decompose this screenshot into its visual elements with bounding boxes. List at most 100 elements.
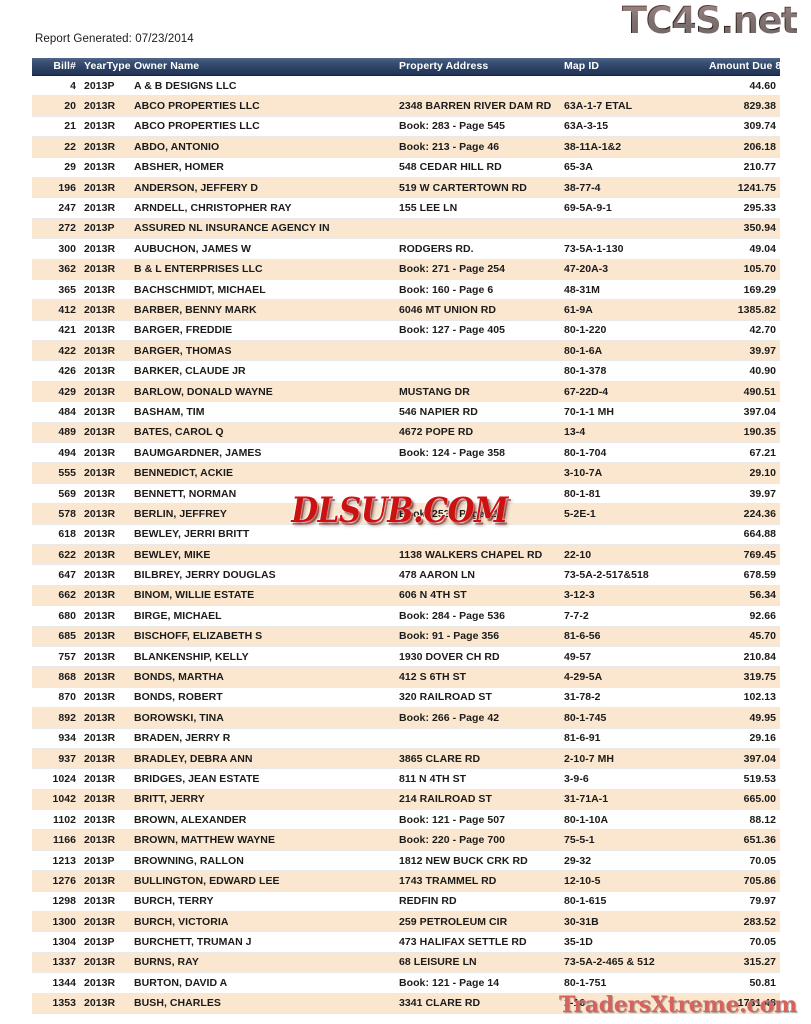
cell-amount: 70.05 (705, 850, 780, 872)
table-row[interactable]: 1298 2013R BURCH, TERRY REDFIN RD 80-1-615 79… (32, 891, 780, 913)
table-row[interactable]: 484 2013R BASHAM, TIM 546 NAPIER RD 70-1-1 M… (32, 401, 780, 423)
column-header-address[interactable]: Property Address (395, 58, 560, 76)
table-row[interactable]: 422 2013R BARGER, THOMAS 80-1-6A 39.97 (32, 340, 780, 362)
cell-bill: 426 (32, 360, 80, 382)
cell-amount: 56.34 (705, 585, 780, 607)
cell-owner: BEWLEY, MIKE (130, 544, 395, 566)
cell-yeartype: 2013R (80, 360, 130, 382)
cell-owner: BENNEDICT, ACKIE (130, 462, 395, 484)
table-row[interactable]: 272 2013P ASSURED NL INSURANCE AGENCY IN 35… (32, 218, 780, 240)
table-row[interactable]: 685 2013R BISCHOFF, ELIZABETH S Book: 91 - … (32, 626, 780, 647)
table-row[interactable]: 937 2013R BRADLEY, DEBRA ANN 3865 CLARE RD 2… (32, 748, 780, 770)
cell-amount: 44.60 (705, 75, 780, 97)
table-row[interactable]: 22 2013R ABDO, ANTONIO Book: 213 - Page 46 3… (32, 136, 780, 158)
table-row[interactable]: 196 2013R ANDERSON, JEFFERY D 519 W CARTERT… (32, 177, 780, 199)
table-row[interactable]: 870 2013R BONDS, ROBERT 320 RAILROAD ST 31-7… (32, 687, 780, 709)
cell-owner: ABSHER, HOMER (130, 157, 395, 178)
table-row[interactable]: 1353 2013R BUSH, CHARLES 3341 CLARE RD 2-16 1… (32, 993, 780, 1014)
cell-amount: 40.90 (705, 360, 780, 382)
cell-mapid: 38-11A-1&2 (560, 136, 705, 158)
table-row[interactable]: 1344 2013R BURTON, DAVID A Book: 121 - Page… (32, 972, 780, 994)
table-row[interactable]: 934 2013R BRADEN, JERRY R 81-6-91 29.16 (32, 728, 780, 749)
cell-yeartype: 2013R (80, 401, 130, 423)
cell-bill: 647 (32, 564, 80, 586)
cell-mapid: 73-5A-1-130 (560, 238, 705, 260)
cell-yeartype: 2013R (80, 952, 130, 974)
table-row[interactable]: 622 2013R BEWLEY, MIKE 1138 WALKERS CHAPEL … (32, 544, 780, 566)
cell-owner: BUSH, CHARLES (130, 993, 395, 1014)
table-row[interactable]: 21 2013R ABCO PROPERTIES LLC Book: 283 - Pa… (32, 116, 780, 138)
table-row[interactable]: 757 2013R BLANKENSHIP, KELLY 1930 DOVER CH … (32, 646, 780, 668)
cell-yeartype: 2013R (80, 177, 130, 199)
column-header-yeartype[interactable]: YearType (80, 58, 131, 76)
cell-address: Book: 160 - Page 6 (395, 279, 560, 301)
cell-amount: 283.52 (705, 911, 780, 933)
table-row[interactable]: 362 2013R B & L ENTERPRISES LLC Book: 271 -… (32, 259, 780, 280)
cell-mapid: 48-31M (560, 279, 705, 301)
cell-mapid: 29-32 (560, 850, 705, 872)
table-row[interactable]: 4 2013P A & B DESIGNS LLC 44.60 (32, 75, 780, 97)
table-row[interactable]: 1337 2013R BURNS, RAY 68 LEISURE LN 73-5A-2-… (32, 952, 780, 974)
table-row[interactable]: 247 2013R ARNDELL, CHRISTOPHER RAY 155 LEE … (32, 197, 780, 219)
report-generated-label: Report Generated: 07/23/2014 (35, 33, 194, 45)
table-row[interactable]: 426 2013R BARKER, CLAUDE JR 80-1-378 40.90 (32, 360, 780, 382)
table-row[interactable]: 555 2013R BENNEDICT, ACKIE 3-10-7A 29.10 (32, 462, 780, 484)
cell-mapid: 81-6-91 (560, 728, 705, 749)
table-row[interactable]: 494 2013R BAUMGARDNER, JAMES Book: 124 - Pa… (32, 442, 780, 464)
cell-mapid: 80-1-615 (560, 891, 705, 913)
table-row[interactable]: 1166 2013R BROWN, MATTHEW WAYNE Book: 220 -… (32, 829, 780, 851)
table-row[interactable]: 365 2013R BACHSCHMIDT, MICHAEL Book: 160 - … (32, 279, 780, 301)
table-row[interactable]: 489 2013R BATES, CAROL Q 4672 POPE RD 13-4 19… (32, 422, 780, 444)
cell-owner: BARLOW, DONALD WAYNE (130, 381, 395, 403)
table-row[interactable]: 421 2013R BARGER, FREDDIE Book: 127 - Page … (32, 320, 780, 342)
table-row[interactable]: 1042 2013R BRITT, JERRY 214 RAILROAD ST 31-7… (32, 789, 780, 811)
cell-amount: 79.97 (705, 891, 780, 913)
table-row[interactable]: 29 2013R ABSHER, HOMER 548 CEDAR HILL RD 65-… (32, 157, 780, 178)
table-row[interactable]: 1304 2013P BURCHETT, TRUMAN J 473 HALIFAX S… (32, 931, 780, 953)
cell-amount: 490.51 (705, 381, 780, 403)
cell-yeartype: 2013R (80, 299, 130, 321)
cell-yeartype: 2013R (80, 707, 130, 729)
cell-owner: BARGER, THOMAS (130, 340, 395, 362)
cell-address: 1930 DOVER CH RD (395, 646, 560, 668)
cell-address: REDFIN RD (395, 891, 560, 913)
cell-amount: 102.13 (705, 687, 780, 709)
table-row[interactable]: 412 2013R BARBER, BENNY MARK 6046 MT UNION … (32, 299, 780, 321)
column-header-mapid[interactable]: Map ID (560, 58, 705, 76)
table-row[interactable]: 868 2013R BONDS, MARTHA 412 S 6TH ST 4-29-5A… (32, 666, 780, 688)
table-row[interactable]: 892 2013R BOROWSKI, TINA Book: 266 - Page 4… (32, 707, 780, 729)
cell-yeartype: 2013R (80, 972, 130, 994)
cell-amount: 769.45 (705, 544, 780, 566)
cell-owner: BAUMGARDNER, JAMES (130, 442, 395, 464)
cell-owner: BOROWSKI, TINA (130, 707, 395, 729)
column-header-amount[interactable]: Amount Due 8/21/2014 (705, 58, 811, 76)
cell-bill: 662 (32, 585, 80, 607)
table-row[interactable]: 569 2013R BENNETT, NORMAN 80-1-81 39.97 (32, 483, 780, 505)
table-row[interactable]: 618 2013R BEWLEY, JERRI BRITT 664.88 (32, 524, 780, 545)
cell-owner: BERLIN, JEFFREY (130, 503, 395, 525)
table-row[interactable]: 680 2013R BIRGE, MICHAEL Book: 284 - Page 5… (32, 605, 780, 627)
cell-address: 2348 BARREN RIVER DAM RD (395, 95, 560, 117)
table-row[interactable]: 429 2013R BARLOW, DONALD WAYNE MUSTANG DR 67… (32, 381, 780, 403)
table-row[interactable]: 1300 2013R BURCH, VICTORIA 259 PETROLEUM CI… (32, 911, 780, 933)
column-header-owner[interactable]: Owner Name (130, 58, 395, 76)
table-row[interactable]: 647 2013R BILBREY, JERRY DOUGLAS 478 AARON … (32, 564, 780, 586)
cell-mapid: 63A-1-7 ETAL (560, 95, 705, 117)
table-row[interactable]: 20 2013R ABCO PROPERTIES LLC 2348 BARREN RI… (32, 95, 780, 117)
cell-address: 155 LEE LN (395, 197, 560, 219)
cell-mapid: 80-1-81 (560, 483, 705, 505)
cell-owner: BILBREY, JERRY DOUGLAS (130, 564, 395, 586)
cell-address: 606 N 4TH ST (395, 585, 560, 607)
table-header-row: Bill# YearType Owner Name Property Addre… (32, 58, 811, 76)
table-row[interactable]: 1102 2013R BROWN, ALEXANDER Book: 121 - Pag… (32, 809, 780, 831)
cell-mapid: 61-9A (560, 299, 705, 321)
table-row[interactable]: 1024 2013R BRIDGES, JEAN ESTATE 811 N 4TH S… (32, 768, 780, 790)
column-header-bill[interactable]: Bill# (32, 58, 80, 76)
cell-bill: 1042 (32, 789, 80, 811)
table-row[interactable]: 662 2013R BINOM, WILLIE ESTATE 606 N 4TH ST… (32, 585, 780, 607)
cell-mapid: 2-10-7 MH (560, 748, 705, 770)
table-row[interactable]: 1276 2013R BULLINGTON, EDWARD LEE 1743 TRAM… (32, 870, 780, 892)
table-row[interactable]: 1213 2013P BROWNING, RALLON 1812 NEW BUCK C… (32, 850, 780, 872)
table-row[interactable]: 300 2013R AUBUCHON, JAMES W RODGERS RD. 73-5… (32, 238, 780, 260)
table-row[interactable]: 578 2013R BERLIN, JEFFREY Book: 252 - Page … (32, 503, 780, 525)
